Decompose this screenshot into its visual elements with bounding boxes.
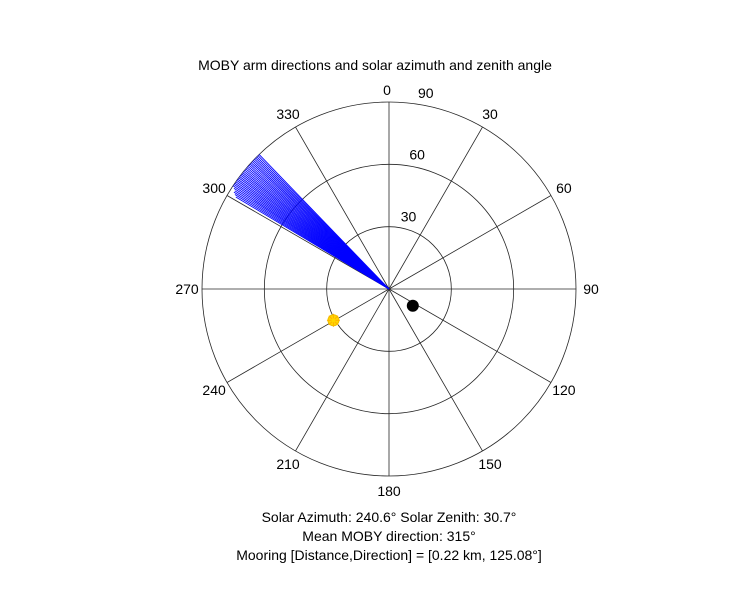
theta-tick-label-210: 210 xyxy=(276,456,300,472)
theta-tick-label-60: 60 xyxy=(556,180,572,196)
theta-gridline-300 xyxy=(226,195,390,290)
theta-gridline-60 xyxy=(388,195,552,290)
r-gridline-90 xyxy=(201,101,577,477)
sun-ray xyxy=(328,321,333,326)
theta-tick-label-330: 330 xyxy=(276,106,300,122)
theta-tick-label-300: 300 xyxy=(202,180,226,196)
r-gridline-30 xyxy=(326,226,452,352)
theta-gridline-210 xyxy=(295,288,390,452)
r-gridline-60 xyxy=(263,163,515,415)
mooring-caption: Mooring [Distance,Direction] = [0.22 km,… xyxy=(236,547,542,563)
r-tick-label-90: 90 xyxy=(418,85,434,101)
sun-ray xyxy=(328,315,333,320)
theta-tick-label-240: 240 xyxy=(202,382,226,398)
theta-tick-label-120: 120 xyxy=(552,382,576,398)
theta-gridline-330 xyxy=(295,126,390,290)
theta-tick-label-270: 270 xyxy=(175,281,199,297)
r-tick-label-30: 30 xyxy=(401,208,417,224)
theta-gridline-240 xyxy=(226,288,390,383)
chart-title: MOBY arm directions and solar azimuth an… xyxy=(198,57,552,73)
theta-gridline-30 xyxy=(388,126,483,290)
r-tick-label-60: 60 xyxy=(409,147,425,163)
theta-tick-label-150: 150 xyxy=(478,456,502,472)
mooring-point xyxy=(406,299,419,312)
theta-gridline-150 xyxy=(388,288,483,452)
theta-tick-label-180: 180 xyxy=(377,483,401,499)
moby-arm-line xyxy=(258,154,390,290)
theta-tick-label-30: 30 xyxy=(482,106,498,122)
sun-ray xyxy=(334,321,339,326)
solar-angles-caption: Solar Azimuth: 240.6° Solar Zenith: 30.7… xyxy=(261,509,517,525)
sun-ray xyxy=(334,315,339,320)
mean-direction-caption: Mean MOBY direction: 315° xyxy=(302,528,476,544)
theta-tick-label-90: 90 xyxy=(583,281,599,297)
theta-tick-label-0: 0 xyxy=(383,82,391,98)
